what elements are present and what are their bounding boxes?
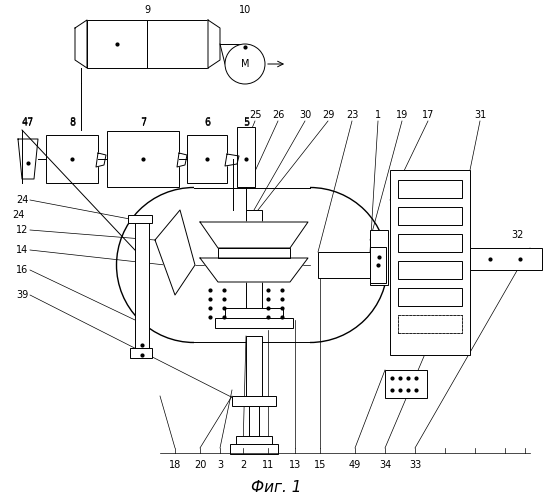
FancyBboxPatch shape: [194, 187, 309, 342]
Bar: [398, 234, 462, 252]
Text: 13: 13: [289, 460, 301, 470]
Text: 34: 34: [379, 460, 391, 470]
Bar: [390, 170, 470, 355]
Text: 5: 5: [243, 118, 249, 128]
Polygon shape: [200, 258, 308, 282]
Text: 8: 8: [69, 118, 75, 128]
Text: 23: 23: [346, 110, 358, 120]
Text: 16: 16: [16, 265, 28, 275]
Text: 7: 7: [140, 118, 146, 128]
Bar: [385, 370, 427, 398]
Text: 32: 32: [511, 230, 523, 240]
Text: 33: 33: [409, 460, 421, 470]
Bar: [249, 406, 259, 436]
Bar: [187, 135, 227, 183]
Bar: [470, 248, 542, 270]
Bar: [230, 444, 278, 454]
Polygon shape: [177, 153, 187, 167]
Bar: [218, 248, 290, 258]
Text: 1: 1: [375, 110, 381, 120]
Polygon shape: [225, 154, 239, 166]
Text: 18: 18: [169, 460, 181, 470]
Text: 11: 11: [262, 460, 274, 470]
Bar: [398, 288, 462, 306]
Text: M: M: [241, 59, 250, 69]
Circle shape: [225, 44, 265, 84]
Bar: [237, 127, 255, 187]
Text: 10: 10: [239, 5, 251, 15]
Text: 26: 26: [272, 110, 284, 120]
Text: 24: 24: [12, 210, 24, 220]
Wedge shape: [117, 188, 194, 342]
Bar: [46, 135, 98, 183]
Bar: [147, 20, 208, 68]
Bar: [128, 215, 152, 223]
Text: 5: 5: [243, 117, 249, 127]
Bar: [236, 436, 272, 444]
Bar: [107, 131, 179, 187]
Text: 20: 20: [194, 460, 206, 470]
Text: 30: 30: [299, 110, 311, 120]
Text: 8: 8: [69, 117, 75, 127]
Text: 9: 9: [144, 5, 150, 15]
Text: 47: 47: [22, 118, 34, 128]
Text: 47: 47: [22, 117, 34, 127]
Bar: [398, 207, 462, 225]
Polygon shape: [200, 222, 308, 248]
Bar: [130, 348, 152, 358]
Wedge shape: [310, 188, 387, 342]
Text: 29: 29: [322, 110, 334, 120]
Bar: [225, 308, 283, 318]
Text: 39: 39: [16, 290, 28, 300]
Polygon shape: [208, 20, 220, 68]
Polygon shape: [18, 139, 38, 179]
Polygon shape: [155, 210, 195, 295]
Text: Фиг. 1: Фиг. 1: [251, 481, 301, 496]
Text: 31: 31: [474, 110, 486, 120]
Polygon shape: [75, 20, 87, 68]
Bar: [246, 210, 262, 310]
Text: 2: 2: [240, 460, 246, 470]
Text: 25: 25: [249, 110, 261, 120]
Text: 19: 19: [396, 110, 408, 120]
Text: 15: 15: [314, 460, 326, 470]
Bar: [398, 180, 462, 198]
Bar: [318, 252, 370, 278]
Bar: [87, 20, 147, 68]
Bar: [232, 396, 276, 406]
Text: 7: 7: [140, 117, 146, 127]
Bar: [215, 318, 293, 328]
Bar: [398, 315, 462, 333]
Polygon shape: [96, 153, 106, 167]
Text: 6: 6: [204, 118, 210, 128]
Bar: [246, 336, 262, 396]
Text: 14: 14: [16, 245, 28, 255]
Bar: [370, 247, 386, 283]
Text: 17: 17: [422, 110, 434, 120]
Bar: [135, 220, 149, 350]
Bar: [398, 315, 462, 333]
Bar: [398, 261, 462, 279]
Text: 49: 49: [349, 460, 361, 470]
Text: 12: 12: [16, 225, 28, 235]
Text: 3: 3: [217, 460, 223, 470]
Text: 6: 6: [204, 117, 210, 127]
Text: 24: 24: [16, 195, 28, 205]
Bar: [370, 230, 388, 285]
